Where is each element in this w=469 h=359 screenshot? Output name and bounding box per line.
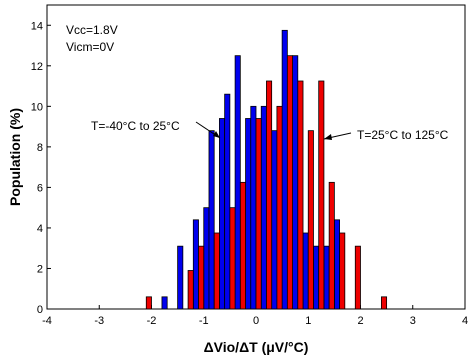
bar-cold-range	[177, 245, 184, 310]
bar-hot-range	[380, 296, 388, 310]
y-tick-label: 2	[37, 263, 43, 275]
bar-cold-range	[323, 245, 330, 310]
y-axis-ticks: 0 2 4 6 8 10 12 14	[31, 20, 51, 316]
bar-cold-range	[234, 55, 241, 310]
bar-hot-range	[229, 207, 236, 310]
bar-hot-range	[307, 130, 314, 310]
bar-cold-range	[224, 93, 231, 310]
y-tick-label: 8	[37, 142, 43, 154]
bar-cold-range	[281, 29, 288, 310]
label-left-box	[86, 116, 194, 134]
y-tick-label: 4	[37, 223, 43, 235]
y-tick-label: 12	[31, 61, 43, 73]
bars	[145, 29, 388, 310]
x-tick-label: -1	[199, 315, 209, 327]
x-tick-label: 0	[253, 315, 259, 327]
bar-cold-range	[192, 219, 199, 310]
bar-hot-range	[297, 80, 304, 310]
x-tick-label: 1	[305, 315, 311, 327]
bar-hot-range	[255, 118, 262, 310]
annotation-left: T=-40°C to 25°C	[91, 119, 180, 133]
bar-hot-range	[318, 80, 325, 310]
bar-cold-range	[313, 245, 320, 310]
x-axis-label: ΔVio/ΔT (μV/°C)	[204, 339, 309, 355]
label-right-box	[354, 125, 464, 143]
bar-cold-range	[250, 105, 257, 310]
bar-cold-range	[333, 219, 340, 310]
y-tick-label: 10	[31, 101, 43, 113]
bar-cold-range	[208, 130, 215, 310]
bar-hot-range	[187, 270, 194, 310]
y-tick-label: 6	[37, 182, 43, 194]
bar-hot-range	[339, 232, 346, 310]
annotation-right-arrowhead	[324, 134, 332, 140]
y-tick-label: 14	[31, 20, 43, 32]
bar-hot-range	[198, 245, 205, 310]
bar-hot-range	[239, 181, 246, 310]
bar-cold-range	[219, 118, 226, 310]
x-tick-label: 4	[462, 315, 468, 327]
bar-hot-range	[286, 55, 293, 310]
bar-cold-range	[271, 130, 278, 310]
y-axis-label: Population (%)	[7, 108, 23, 206]
bar-cold-range	[292, 55, 299, 310]
annotation-left-arrowhead	[213, 131, 220, 138]
condition-vcc: Vcc=1.8V	[66, 23, 118, 37]
bar-hot-range	[276, 105, 283, 310]
bar-hot-range	[354, 245, 361, 310]
condition-vicm: Vicm=0V	[66, 40, 114, 54]
bar-cold-range	[203, 207, 210, 310]
x-tick-label: 3	[410, 315, 416, 327]
bar-hot-range	[145, 296, 152, 310]
bar-cold-range	[245, 118, 252, 310]
annotation-right: T=25°C to 125°C	[357, 128, 449, 142]
x-tick-label: -3	[94, 315, 104, 327]
x-tick-label: 2	[357, 315, 363, 327]
bar-hot-range	[328, 181, 335, 310]
bar-cold-range	[161, 296, 168, 310]
x-tick-label: -2	[147, 315, 157, 327]
bar-hot-range	[266, 80, 273, 310]
bar-cold-range	[302, 232, 309, 310]
bar-cold-range	[260, 105, 267, 310]
y-tick-label: 0	[37, 304, 43, 316]
bar-hot-range	[213, 232, 220, 310]
x-tick-label: -4	[42, 315, 52, 327]
